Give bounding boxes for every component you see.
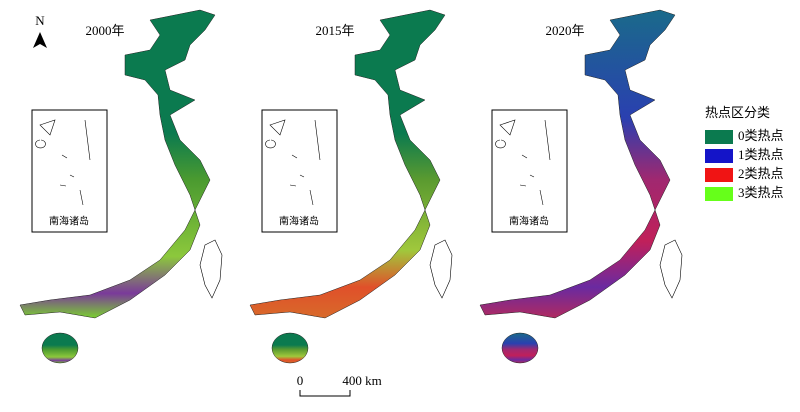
north-label: N <box>35 13 45 28</box>
map-panel: 南海诸岛 2015年 <box>249 9 453 364</box>
panel-title: 2000年 <box>85 23 124 38</box>
inset-box <box>261 109 338 233</box>
legend-label: 3类热点 <box>738 185 784 200</box>
legend-swatch <box>705 130 733 144</box>
north-arrow: N <box>33 13 47 48</box>
legend-label: 2类热点 <box>738 166 784 181</box>
legend-swatch <box>705 149 733 163</box>
panel-title: 2020年 <box>545 23 584 38</box>
scale-bar: 0 400 km <box>297 373 382 397</box>
legend-label: 0类热点 <box>738 128 784 143</box>
legend-swatch <box>705 187 733 201</box>
inset-box <box>491 109 568 233</box>
scale-start: 0 <box>297 373 304 388</box>
taiwan <box>199 239 223 299</box>
hainan <box>41 332 79 364</box>
map-panel: 南海诸岛 2020年 <box>479 9 683 364</box>
inset-label: 南海诸岛 <box>509 214 549 227</box>
legend-swatch <box>705 168 733 182</box>
hainan <box>501 332 539 364</box>
hainan <box>271 332 309 364</box>
inset-label: 南海诸岛 <box>49 214 89 227</box>
panel-title: 2015年 <box>315 23 354 38</box>
inset-islands <box>35 119 91 206</box>
scale-end: 400 km <box>342 373 381 388</box>
inset-islands <box>495 119 551 206</box>
legend: 热点区分类 0类热点 1类热点 2类热点 3类热点 <box>705 105 784 201</box>
taiwan <box>659 239 683 299</box>
map-panel: 南海诸岛 2000年 <box>19 9 223 364</box>
inset-label: 南海诸岛 <box>279 214 319 227</box>
taiwan <box>429 239 453 299</box>
legend-title: 热点区分类 <box>705 105 770 120</box>
legend-label: 1类热点 <box>738 147 784 162</box>
inset-islands <box>265 119 321 206</box>
inset-box <box>31 109 108 233</box>
